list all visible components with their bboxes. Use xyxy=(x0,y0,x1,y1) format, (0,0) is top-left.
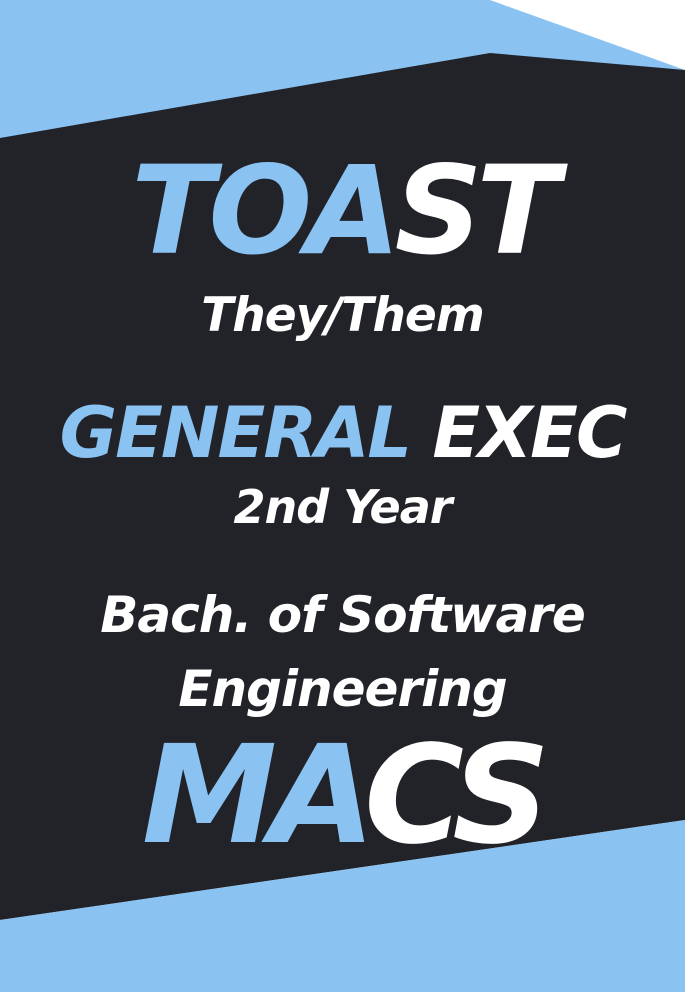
bottom-accent-band xyxy=(0,820,685,992)
dark-panel xyxy=(0,53,685,920)
club-accent-part: MA xyxy=(141,717,371,875)
year-label: 2nd Year xyxy=(233,480,452,534)
pronouns: They/Them xyxy=(201,288,485,343)
role-white-part: EXEC xyxy=(410,392,627,474)
name-white-part: ST xyxy=(394,140,560,282)
club-heading: MACS xyxy=(0,728,685,864)
club-white-part: CS xyxy=(364,717,550,875)
degree-line-2: Engineering xyxy=(178,660,507,718)
role-heading: GENERAL EXEC xyxy=(0,398,685,468)
name-heading: TOAST xyxy=(0,150,685,272)
role-accent-part: GENERAL xyxy=(59,392,412,474)
name-accent-part: TOA xyxy=(131,140,400,282)
degree-line-1: Bach. of Software xyxy=(100,586,586,644)
